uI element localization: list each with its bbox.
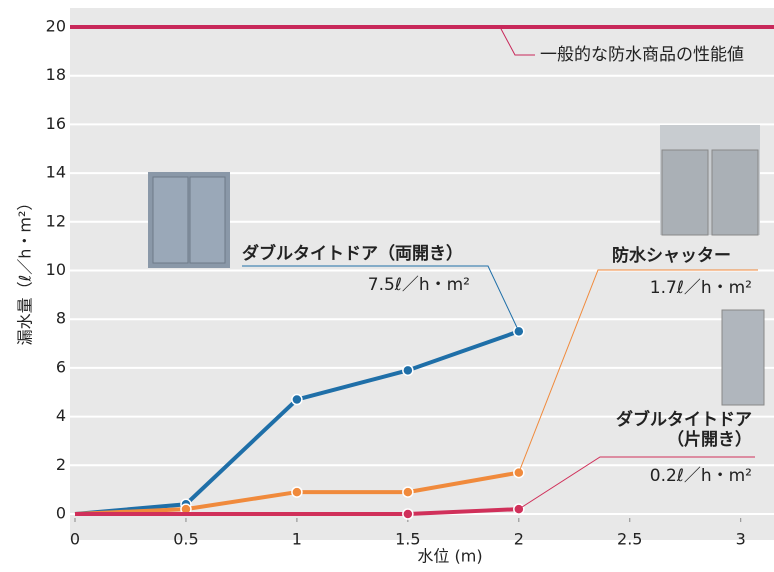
x-tick-label: 3 <box>736 530 746 549</box>
x-tick-label: 1.5 <box>395 530 420 549</box>
shutter-image <box>660 125 760 236</box>
value-label: 7.5ℓ／h・m² <box>368 275 470 295</box>
x-tick-label: 0 <box>70 530 80 549</box>
y-axis-label: 漏水量（ℓ／h・m²） <box>16 195 35 346</box>
y-tick-label: 16 <box>46 114 66 133</box>
x-tick-label: 0.5 <box>173 530 198 549</box>
callout-line <box>242 265 520 332</box>
series-name: 防水シャッター <box>612 245 731 266</box>
data-point <box>402 486 414 498</box>
callout-line <box>499 26 535 56</box>
y-tick-label: 20 <box>46 17 66 36</box>
x-tick-label: 1 <box>292 530 302 549</box>
data-point <box>291 393 303 406</box>
data-point <box>402 508 414 520</box>
y-tick-label: 2 <box>56 455 66 474</box>
callout-line <box>518 269 758 473</box>
reference-label: 一般的な防水商品の性能値 <box>540 45 744 65</box>
x-tick-label: 2.5 <box>617 530 642 549</box>
data-point <box>291 486 303 498</box>
series-name: ダブルタイトドア（片開き） <box>616 409 752 450</box>
y-tick-label: 4 <box>56 406 66 425</box>
series-name: ダブルタイトドア（両開き） <box>242 243 463 264</box>
door-image-single <box>721 309 765 406</box>
y-tick-label: 12 <box>46 211 66 230</box>
value-label: 0.2ℓ／h・m² <box>650 466 752 486</box>
y-tick-label: 10 <box>46 260 66 279</box>
x-tick-label: 2 <box>514 530 524 549</box>
y-tick-label: 0 <box>56 504 66 523</box>
x-axis-label: 水位 (m) <box>417 547 482 566</box>
value-label: 1.7ℓ／h・m² <box>650 278 752 298</box>
y-tick-label: 8 <box>56 309 66 328</box>
y-tick-label: 18 <box>46 65 66 84</box>
data-point <box>402 364 414 377</box>
door-image-double <box>148 172 230 268</box>
y-tick-label: 14 <box>46 163 66 182</box>
y-tick-label: 6 <box>56 357 66 376</box>
plot-background <box>70 8 774 540</box>
callout-line <box>518 456 755 510</box>
